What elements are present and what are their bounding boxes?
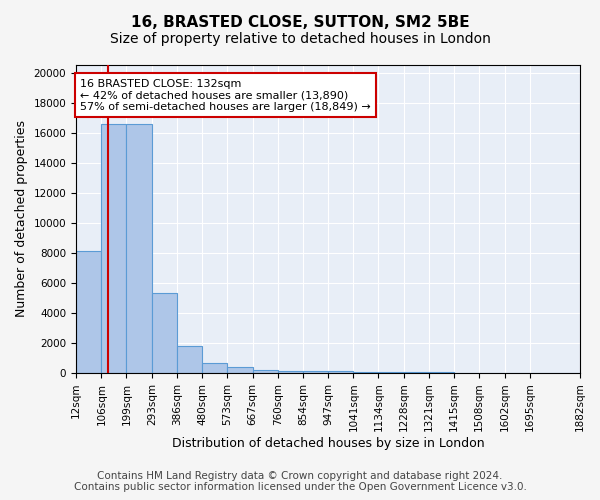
Bar [101, 124, 127, 373]
Bar [404, 372, 429, 373]
Bar [303, 371, 328, 373]
Bar [177, 346, 202, 373]
Text: Contains HM Land Registry data © Crown copyright and database right 2024.
Contai: Contains HM Land Registry data © Crown c… [74, 471, 526, 492]
Text: 16, BRASTED CLOSE, SUTTON, SM2 5BE: 16, BRASTED CLOSE, SUTTON, SM2 5BE [131, 15, 469, 30]
Text: Size of property relative to detached houses in London: Size of property relative to detached ho… [110, 32, 490, 46]
Bar [328, 372, 353, 373]
Bar [76, 252, 101, 373]
X-axis label: Distribution of detached houses by size in London: Distribution of detached houses by size … [172, 437, 484, 450]
Y-axis label: Number of detached properties: Number of detached properties [15, 120, 28, 318]
Bar [152, 294, 177, 373]
Text: 16 BRASTED CLOSE: 132sqm
← 42% of detached houses are smaller (13,890)
57% of se: 16 BRASTED CLOSE: 132sqm ← 42% of detach… [80, 78, 371, 112]
Bar [429, 372, 454, 373]
Bar [278, 370, 303, 373]
Bar [353, 372, 379, 373]
Bar [227, 368, 253, 373]
Bar [253, 370, 278, 373]
Bar [379, 372, 404, 373]
Bar [127, 124, 152, 373]
Bar [202, 363, 227, 373]
